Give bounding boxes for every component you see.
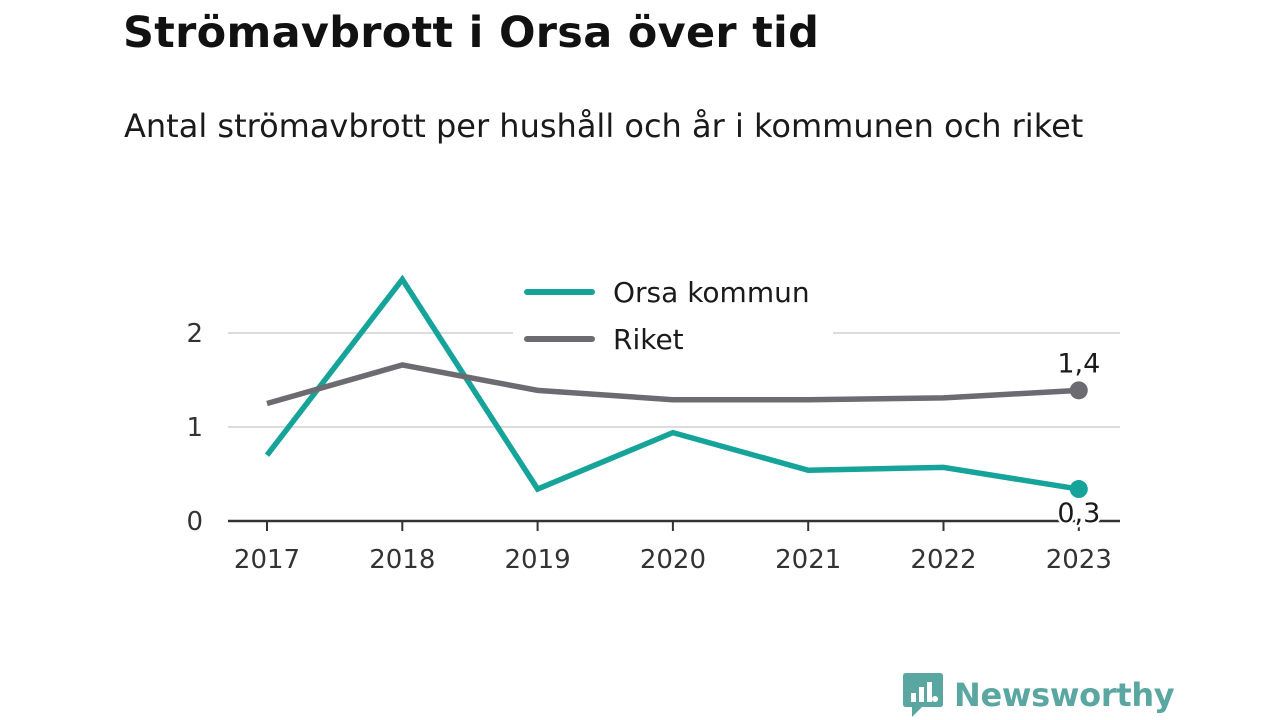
series-line-riket bbox=[266, 362, 1079, 407]
x-tick-label: 2017 bbox=[234, 545, 300, 575]
y-tick-label: 0 bbox=[186, 507, 203, 537]
y-tick-label: 1 bbox=[186, 413, 203, 443]
legend-label-orsa: Orsa kommun bbox=[613, 276, 810, 309]
legend: Orsa kommun Riket bbox=[513, 272, 833, 362]
series-end-point-riket bbox=[1069, 381, 1088, 400]
x-tick-label: 2023 bbox=[1046, 545, 1112, 575]
brand-name: Newsworthy bbox=[954, 676, 1175, 714]
y-tick-label: 2 bbox=[186, 319, 203, 349]
x-tick-label: 2018 bbox=[369, 545, 435, 575]
legend-label-riket: Riket bbox=[613, 323, 684, 356]
data-label-riket: 1,4 bbox=[1057, 348, 1100, 379]
x-tick-label: 2020 bbox=[640, 545, 706, 575]
chart-subtitle: Antal strömavbrott per hushåll och år i … bbox=[124, 107, 1084, 145]
legend-background bbox=[513, 272, 833, 362]
x-tick-label: 2019 bbox=[505, 545, 571, 575]
bar-chart-speech-bubble-icon bbox=[903, 673, 943, 717]
data-label-orsa: 0,3 bbox=[1057, 498, 1100, 529]
data-labels: 0,3 1,4 bbox=[1055, 346, 1103, 532]
series-end-point-orsa bbox=[1069, 480, 1088, 499]
series-lines bbox=[264, 274, 1088, 499]
newsworthy-logo: Newsworthy bbox=[902, 670, 1175, 720]
series-line-orsa bbox=[264, 274, 1080, 493]
y-axis-ticks: 0 1 2 bbox=[186, 319, 203, 537]
x-tick-label: 2021 bbox=[775, 545, 841, 575]
x-axis: 2017 2018 2019 2020 2021 2022 2023 bbox=[228, 519, 1120, 575]
chart-title: Strömavbrott i Orsa över tid bbox=[123, 8, 820, 58]
x-tick-label: 2022 bbox=[910, 545, 976, 575]
